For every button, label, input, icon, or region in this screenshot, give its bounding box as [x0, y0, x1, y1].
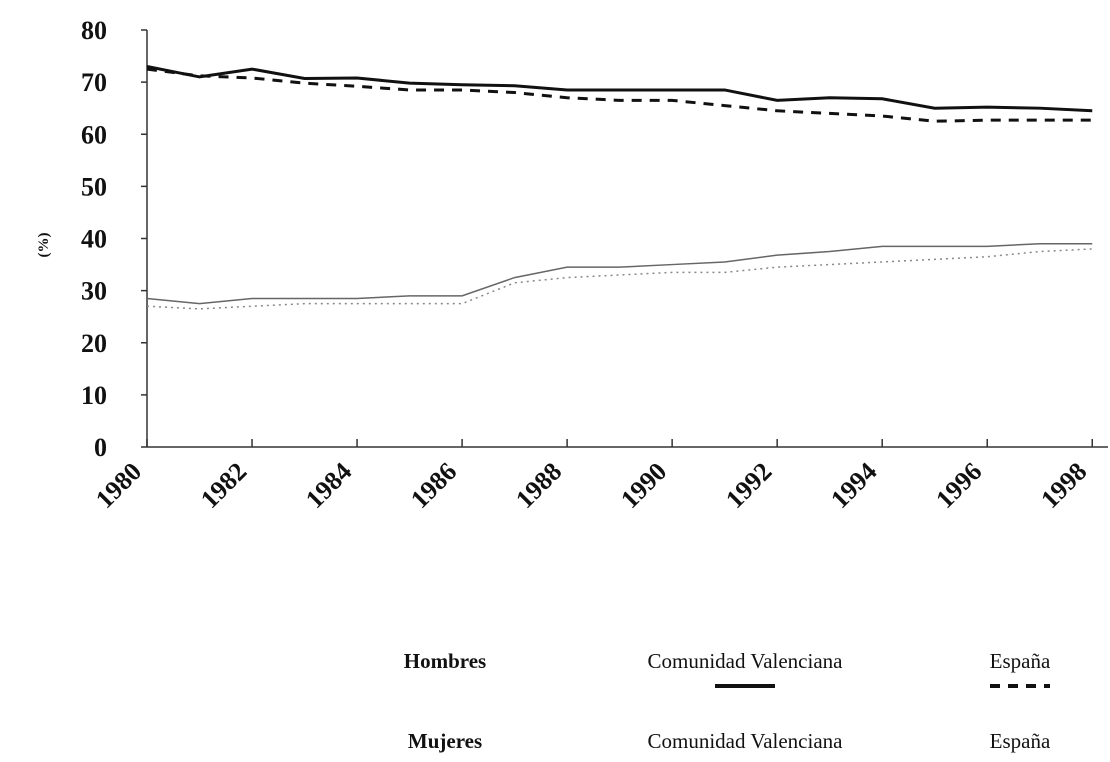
x-tick-label: 1996 — [930, 457, 987, 514]
y-tick-label: 20 — [81, 329, 107, 358]
x-tick-label: 1988 — [510, 457, 567, 514]
legend-label: España — [990, 649, 1051, 673]
x-tick-label: 1984 — [300, 457, 357, 514]
legend-label: Comunidad Valenciana — [648, 649, 844, 673]
series-line — [146, 65, 1093, 113]
x-tick-label: 1994 — [825, 457, 882, 514]
legend-label: España — [990, 729, 1051, 753]
series-line — [146, 242, 1093, 305]
y-axis-label: (%) — [36, 233, 52, 258]
y-tick-label: 70 — [81, 68, 107, 97]
x-tick-label: 1986 — [405, 457, 462, 514]
series-line — [146, 67, 1093, 123]
x-tick-label: 1980 — [90, 457, 147, 514]
y-tick-label: 10 — [81, 381, 107, 410]
y-tick-label: 80 — [81, 16, 107, 45]
y-tick-label: 40 — [81, 225, 107, 254]
y-tick-label: 50 — [81, 172, 107, 201]
legend-group: Mujeres — [408, 729, 482, 753]
y-tick-label: 60 — [81, 120, 107, 149]
x-tick-label: 1982 — [195, 457, 252, 514]
series-line — [146, 248, 1093, 310]
x-tick-label: 1990 — [615, 457, 672, 514]
legend-group: Hombres — [404, 649, 486, 673]
y-tick-label: 30 — [81, 277, 107, 306]
x-tick-label: 1998 — [1035, 457, 1092, 514]
x-tick-label: 1992 — [720, 457, 777, 514]
legend-label: Comunidad Valenciana — [648, 729, 844, 753]
y-tick-label: 0 — [94, 433, 107, 462]
